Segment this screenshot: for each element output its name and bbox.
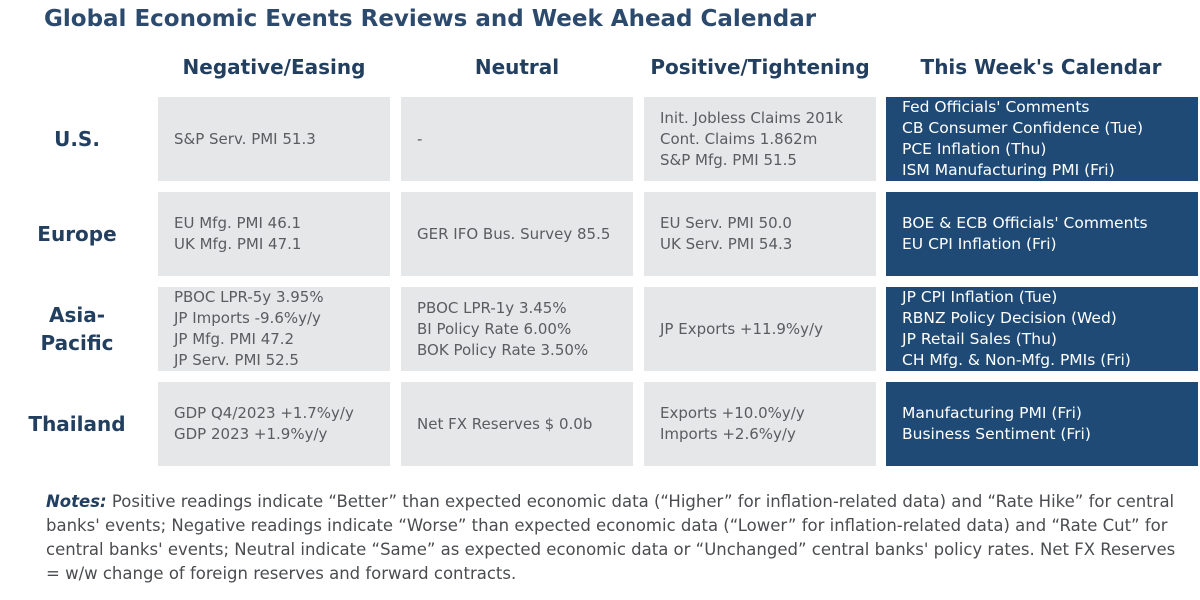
row-label-asia-pacific: Asia- Pacific: [40, 303, 114, 355]
cell-asia-positive: JP Exports +11.9%y/y: [644, 287, 876, 371]
cell-asia-negative: PBOC LPR-5y 3.95% JP Imports -9.6%y/y JP…: [158, 287, 390, 371]
cell-line: Imports +2.6%y/y: [660, 425, 796, 443]
cell-thailand-neutral: Net FX Reserves $ 0.0b: [401, 382, 633, 466]
column-header-neutral: Neutral: [474, 55, 560, 79]
cell-line: BOE & ECB Officials' Comments: [902, 214, 1148, 232]
cell-asia-calendar: JP CPI Inflation (Tue) RBNZ Policy Decis…: [886, 287, 1198, 371]
cell-line: GDP Q4/2023 +1.7%y/y: [174, 404, 354, 422]
cell-us-calendar: Fed Officials' Comments CB Consumer Conf…: [886, 97, 1198, 181]
cell-line: BI Policy Rate 6.00%: [417, 319, 572, 338]
column-header-negative: Negative/Easing: [182, 55, 366, 79]
cell-us-negative: S&P Serv. PMI 51.3: [158, 97, 390, 181]
cell-line: JP Retail Sales (Thu): [902, 330, 1057, 348]
cell-line: UK Serv. PMI 54.3: [660, 235, 793, 253]
cell-line: EU CPI Inflation (Fri): [902, 235, 1057, 253]
cell-line: Fed Officials' Comments: [902, 98, 1090, 116]
cell-us-positive: Init. Jobless Claims 201k Cont. Claims 1…: [644, 97, 876, 181]
cell-line: UK Mfg. PMI 47.1: [174, 235, 302, 253]
cell-line: Net FX Reserves $ 0.0b: [417, 414, 593, 433]
notes-label: Notes:: [46, 492, 107, 511]
cell-line: PBOC LPR-1y 3.45%: [417, 298, 567, 317]
cell-line: S&P Mfg. PMI 51.5: [660, 150, 797, 169]
cell-line: Cont. Claims 1.862m: [660, 129, 818, 148]
footnote: Notes: Positive readings indicate “Bette…: [46, 490, 1176, 586]
cell-line: CH Mfg. & Non-Mfg. PMIs (Fri): [902, 351, 1131, 369]
cell-line: CB Consumer Confidence (Tue): [902, 119, 1143, 137]
cell-line: JP CPI Inflation (Tue): [902, 288, 1058, 306]
cell-line: BOK Policy Rate 3.50%: [417, 340, 589, 359]
cell-line: PCE Inflation (Thu): [902, 140, 1047, 158]
cell-line: EU Mfg. PMI 46.1: [174, 214, 302, 232]
column-header-positive: Positive/Tightening: [650, 55, 870, 79]
notes-text: Positive readings indicate “Better” than…: [46, 492, 1176, 583]
column-header-calendar: This Week's Calendar: [920, 55, 1162, 79]
cell-europe-positive: EU Serv. PMI 50.0 UK Serv. PMI 54.3: [644, 192, 876, 276]
row-label-us: U.S.: [54, 127, 100, 151]
cell-thailand-positive: Exports +10.0%y/y Imports +2.6%y/y: [644, 382, 876, 466]
cell-line: JP Mfg. PMI 47.2: [174, 330, 295, 348]
cell-line: JP Exports +11.9%y/y: [660, 319, 823, 338]
cell-asia-neutral: PBOC LPR-1y 3.45% BI Policy Rate 6.00% B…: [401, 287, 633, 371]
cell-thailand-calendar: Manufacturing PMI (Fri) Business Sentime…: [886, 382, 1198, 466]
cell-thailand-negative: GDP Q4/2023 +1.7%y/y GDP 2023 +1.9%y/y: [158, 382, 390, 466]
cell-europe-negative: EU Mfg. PMI 46.1 UK Mfg. PMI 47.1: [158, 192, 390, 276]
cell-line: EU Serv. PMI 50.0: [660, 214, 792, 232]
row-label-europe: Europe: [37, 222, 117, 246]
cell-line: Business Sentiment (Fri): [902, 425, 1091, 443]
cell-line: ISM Manufacturing PMI (Fri): [902, 161, 1115, 179]
cell-line: S&P Serv. PMI 51.3: [174, 129, 316, 148]
cell-line: JP Serv. PMI 52.5: [174, 351, 299, 369]
cell-line: Exports +10.0%y/y: [660, 404, 805, 422]
cell-line: PBOC LPR-5y 3.95%: [174, 288, 324, 306]
cell-line: RBNZ Policy Decision (Wed): [902, 309, 1117, 327]
cell-line: GER IFO Bus. Survey 85.5: [417, 224, 611, 243]
cell-line: Manufacturing PMI (Fri): [902, 404, 1082, 422]
row-label-thailand: Thailand: [28, 412, 126, 436]
cell-europe-neutral: GER IFO Bus. Survey 85.5: [401, 192, 633, 276]
cell-line: JP Imports -9.6%y/y: [174, 309, 321, 327]
page-title: Global Economic Events Reviews and Week …: [44, 6, 817, 32]
cell-line: GDP 2023 +1.9%y/y: [174, 425, 328, 443]
cell-line: -: [417, 129, 423, 148]
cell-us-neutral: -: [401, 97, 633, 181]
cell-europe-calendar: BOE & ECB Officials' Comments EU CPI Inf…: [886, 192, 1198, 276]
cell-line: Init. Jobless Claims 201k: [660, 108, 843, 127]
